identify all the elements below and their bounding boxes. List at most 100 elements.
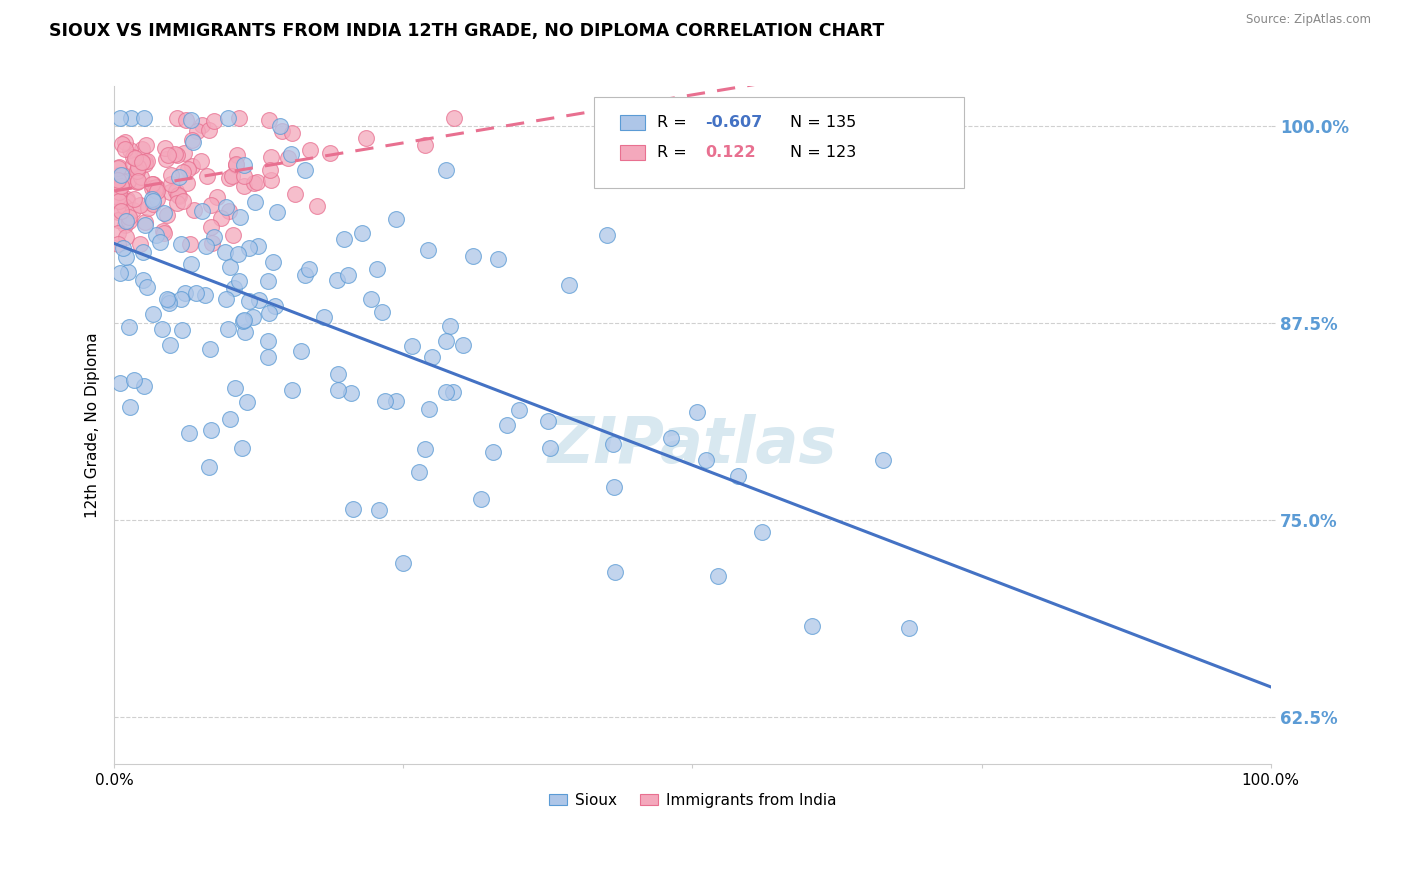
Point	[107, 205, 129, 219]
Point	[281, 383, 304, 397]
Point	[232, 314, 254, 328]
Point	[200, 423, 222, 437]
Point	[727, 468, 749, 483]
Point	[259, 162, 281, 177]
Point	[107, 193, 129, 207]
Point	[132, 273, 155, 287]
Point	[134, 154, 156, 169]
Point	[695, 453, 717, 467]
Point	[439, 319, 461, 334]
Point	[125, 164, 148, 178]
Point	[337, 268, 360, 282]
Point	[172, 194, 194, 208]
Point	[124, 373, 146, 387]
Point	[146, 192, 169, 206]
Point	[107, 160, 129, 174]
Point	[157, 293, 180, 307]
Point	[129, 236, 152, 251]
Point	[371, 305, 394, 319]
Point	[413, 137, 436, 152]
Point	[143, 183, 166, 197]
Point	[122, 157, 145, 171]
Point	[167, 187, 190, 202]
Text: -0.607: -0.607	[706, 115, 762, 129]
Point	[152, 224, 174, 238]
Point	[242, 176, 264, 190]
Point	[281, 126, 304, 140]
Point	[342, 502, 364, 516]
Point	[443, 111, 465, 125]
Point	[434, 384, 457, 399]
Point	[156, 208, 179, 222]
Point	[159, 185, 181, 199]
Point	[108, 185, 131, 199]
Point	[229, 210, 252, 224]
Point	[800, 619, 823, 633]
Point	[107, 173, 129, 187]
Text: 0.122: 0.122	[706, 145, 756, 160]
Point	[294, 268, 316, 282]
Point	[538, 441, 561, 455]
Text: Source: ZipAtlas.com: Source: ZipAtlas.com	[1246, 13, 1371, 27]
Point	[225, 157, 247, 171]
Point	[136, 201, 159, 215]
Text: SIOUX VS IMMIGRANTS FROM INDIA 12TH GRADE, NO DIPLOMA CORRELATION CHART: SIOUX VS IMMIGRANTS FROM INDIA 12TH GRAD…	[49, 22, 884, 40]
Point	[180, 257, 202, 271]
Point	[180, 133, 202, 147]
Point	[155, 141, 177, 155]
Point	[142, 194, 165, 208]
Point	[111, 241, 134, 255]
Point	[198, 459, 221, 474]
Point	[117, 174, 139, 188]
Point	[112, 168, 135, 182]
Point	[111, 173, 134, 187]
Point	[128, 198, 150, 212]
Point	[170, 293, 193, 307]
Point	[120, 143, 142, 157]
Point	[129, 169, 152, 184]
Point	[166, 148, 188, 162]
Point	[661, 431, 683, 445]
Point	[215, 200, 238, 214]
Point	[243, 194, 266, 209]
Point	[217, 322, 239, 336]
Point	[195, 238, 218, 252]
Point	[200, 219, 222, 234]
Point	[163, 147, 186, 161]
Point	[191, 204, 214, 219]
Point	[418, 402, 440, 417]
Point	[312, 310, 335, 324]
Point	[142, 177, 165, 191]
Point	[408, 465, 430, 479]
Point	[226, 147, 249, 161]
Point	[257, 306, 280, 320]
Point	[486, 252, 509, 267]
Point	[166, 196, 188, 211]
Point	[107, 194, 129, 209]
Point	[107, 175, 129, 189]
Point	[215, 292, 238, 306]
Text: R =: R =	[657, 145, 692, 160]
Point	[132, 378, 155, 392]
Point	[166, 111, 188, 125]
Point	[214, 245, 236, 260]
Point	[107, 236, 129, 251]
Point	[226, 247, 249, 261]
Point	[257, 350, 280, 364]
Point	[145, 228, 167, 243]
Point	[145, 184, 167, 198]
Point	[205, 190, 228, 204]
Point	[155, 152, 177, 166]
Point	[110, 178, 132, 193]
Point	[482, 445, 505, 459]
Point	[290, 344, 312, 359]
Point	[420, 350, 443, 364]
FancyBboxPatch shape	[595, 96, 965, 188]
Point	[131, 142, 153, 156]
Point	[141, 197, 163, 211]
Point	[136, 154, 159, 169]
Point	[602, 480, 624, 494]
Point	[190, 154, 212, 169]
Point	[374, 394, 396, 409]
Point	[110, 169, 132, 183]
